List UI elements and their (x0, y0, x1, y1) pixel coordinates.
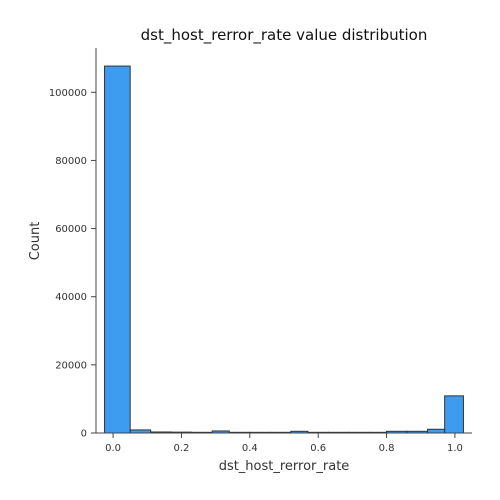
y-axis-label: Count (28, 222, 43, 261)
x-axis: 0.0 0.2 0.4 0.6 0.8 1.0 (96, 432, 472, 454)
x-axis-label: dst_host_rerror_rate (219, 459, 350, 474)
y-tick-label: 0 (81, 429, 87, 440)
x-tick-label: 0.2 (174, 443, 190, 454)
x-tick-label: 0.6 (310, 443, 326, 454)
x-tick-label: 0.4 (242, 443, 258, 454)
x-tick-label: 1.0 (447, 443, 463, 454)
y-tick-label: 60000 (55, 224, 87, 235)
histogram-bar-16 (427, 428, 446, 434)
histogram-bar-17 (444, 395, 464, 434)
histogram-bar-0 (104, 65, 131, 434)
x-tick-label: 0.0 (105, 443, 121, 454)
y-tick-label: 100000 (49, 88, 87, 99)
y-tick-label: 20000 (55, 360, 87, 371)
y-tick-label: 40000 (55, 292, 87, 303)
y-axis: 0 20000 40000 60000 80000 100000 (49, 48, 97, 440)
y-tick-label: 80000 (55, 156, 87, 167)
x-tick-label: 0.8 (379, 443, 395, 454)
histogram-bars (104, 65, 464, 434)
chart-title: dst_host_rerror_rate value distribution (141, 26, 428, 45)
